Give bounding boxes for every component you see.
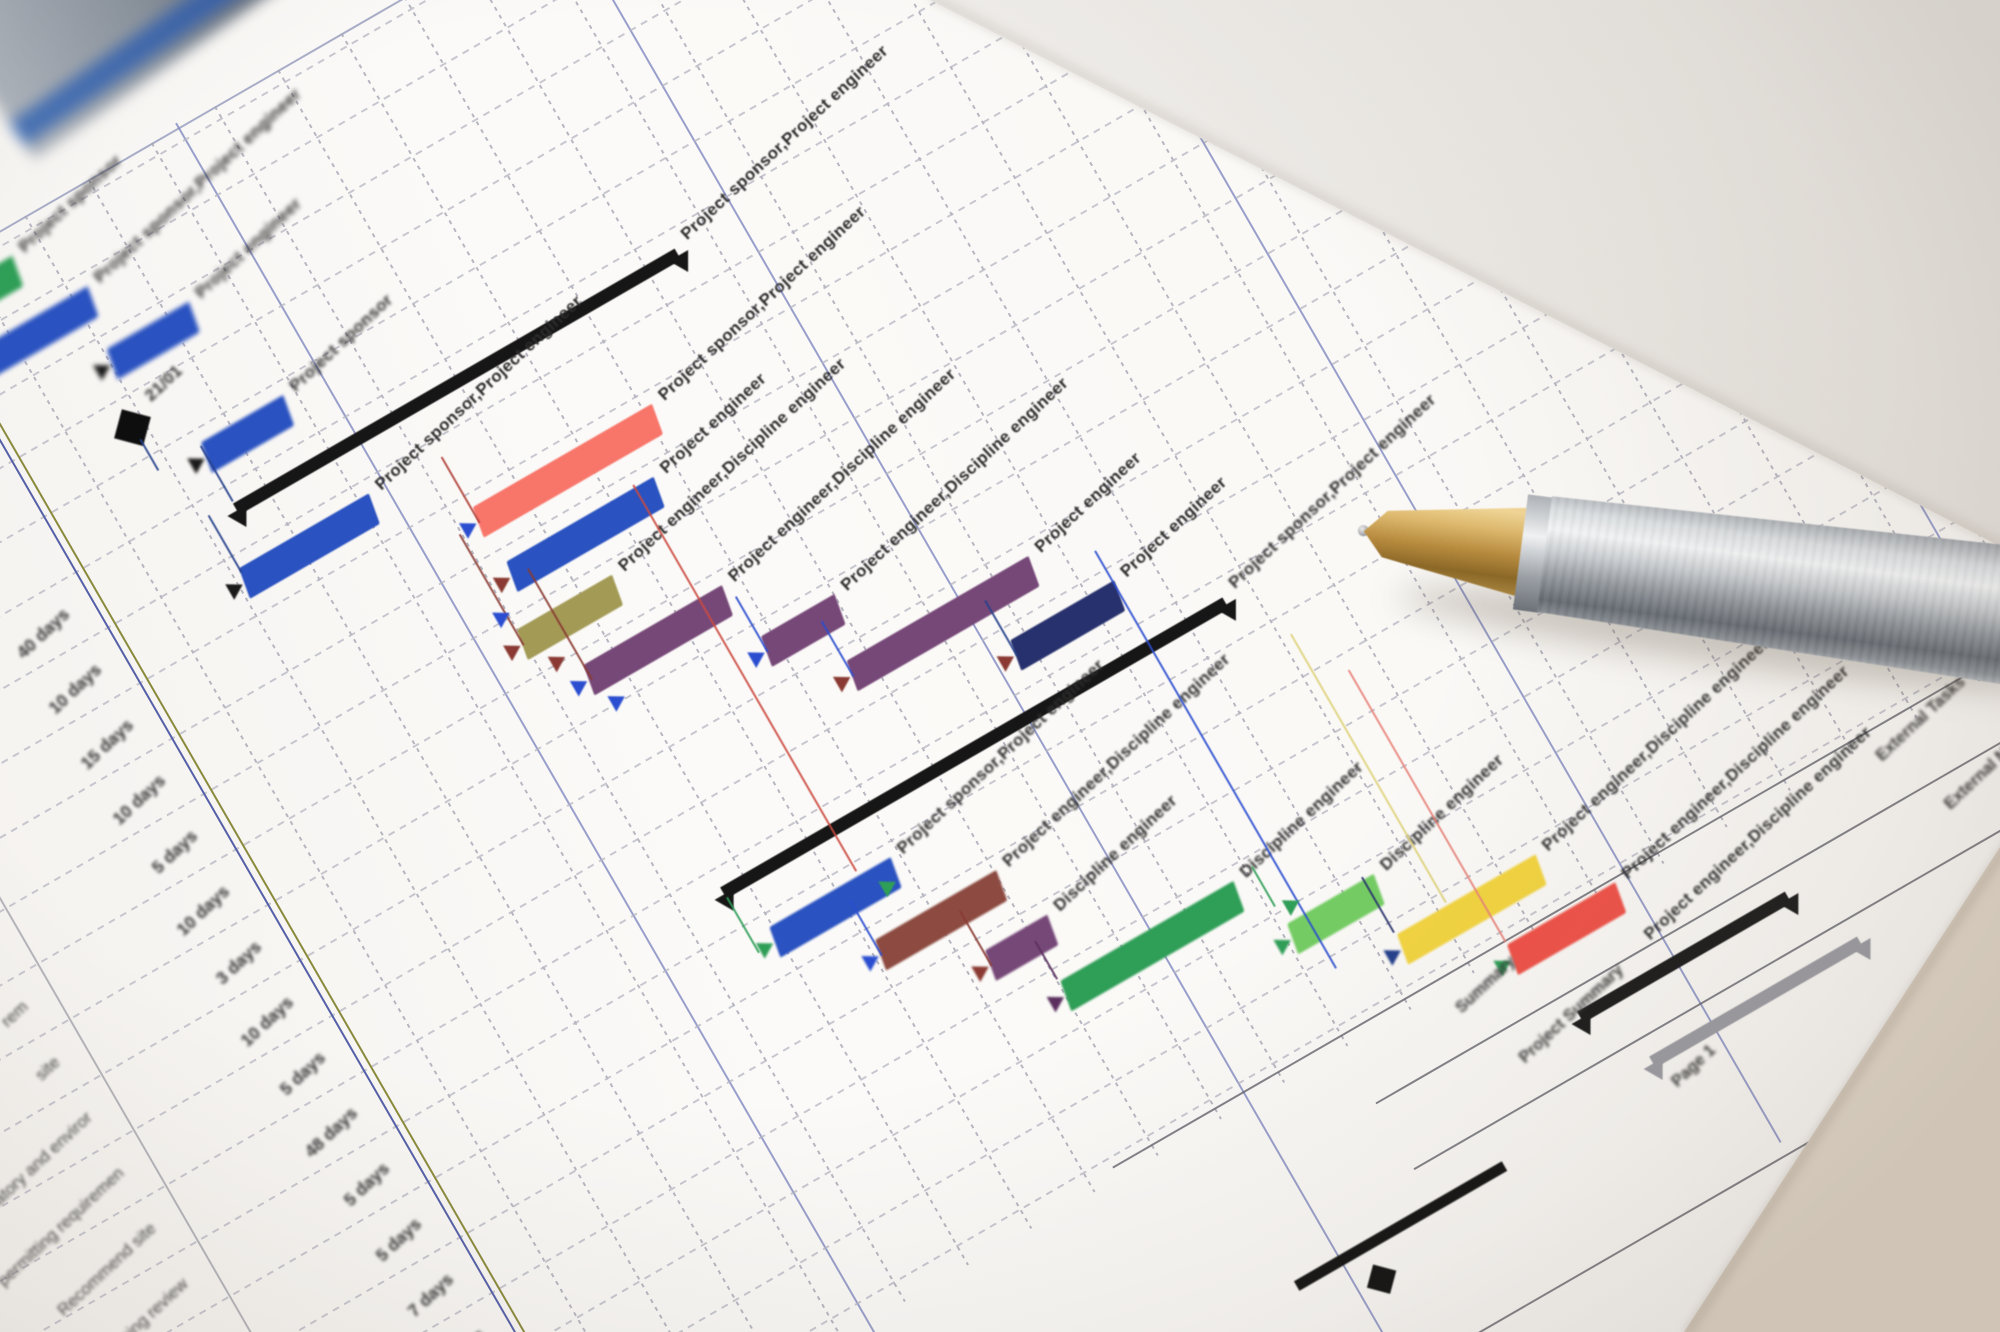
row-separator-line [0, 210, 1855, 1282]
gantt-bar [106, 301, 200, 380]
legend-project-summary-symbol-end [1643, 1058, 1673, 1086]
chart-minor-gridline [0, 251, 653, 1332]
connector-arrow-icon [547, 649, 570, 673]
milestone-date: 21/01 [140, 361, 186, 405]
chart-minor-gridline [24, 215, 717, 1332]
table-chart-divider-olive [0, 278, 607, 1332]
row-separator-line [0, 0, 1535, 728]
gantt-bar [516, 574, 624, 661]
connector-arrow-icon [1281, 892, 1304, 916]
resource-label: Project engineer [191, 194, 305, 303]
dependency-connector-line [734, 596, 769, 653]
gantt-bar [200, 394, 295, 473]
gantt-bar [1010, 580, 1126, 671]
legend-item-label: Summary [1451, 952, 1520, 1017]
dependency-connector-line [1290, 633, 1447, 904]
dependency-connector-line [632, 484, 858, 872]
legend-milestone-symbol [1366, 1264, 1397, 1294]
connector-arrow-icon [607, 688, 630, 712]
summary-bar-end [227, 505, 256, 533]
row-separator-line [0, 0, 1471, 617]
legend-progress-line-symbol [1293, 1161, 1508, 1291]
gantt-bar [0, 286, 99, 397]
pen-gold-tip [1358, 487, 1530, 597]
gantt-bar [760, 593, 846, 667]
milestone-diamond [114, 409, 151, 447]
resource-label: Project engineer [1030, 448, 1145, 557]
legend-item-label: External Milestone [1940, 700, 2000, 814]
row-separator-line [0, 0, 1567, 784]
resource-label: Project sponsor,Project engineer [892, 655, 1108, 858]
resource-label: Project sponsor [14, 150, 126, 257]
